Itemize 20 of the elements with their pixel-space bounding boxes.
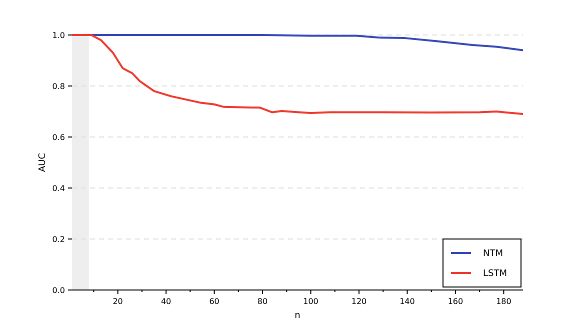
y-tick-label: 0.2 xyxy=(52,235,65,244)
x-tick-label: 40 xyxy=(160,297,172,306)
line-series xyxy=(71,34,524,116)
x-axis-title: n xyxy=(294,311,300,321)
y-tick-label: 0.6 xyxy=(52,133,65,142)
legend-label: NTM xyxy=(483,249,503,259)
legend-label: LSTM xyxy=(483,269,507,279)
x-tick-label: 180 xyxy=(496,297,512,306)
x-tick-label: 100 xyxy=(303,297,318,306)
y-tick-label: 0.8 xyxy=(52,82,65,91)
x-tick-label: 160 xyxy=(448,297,464,306)
x-tick-label: 20 xyxy=(112,297,123,306)
y-tick-label: 0.4 xyxy=(52,184,65,193)
y-tick-label: 1.0 xyxy=(52,31,65,40)
y-axis-title: AUC xyxy=(38,152,48,172)
x-tick-label: 80 xyxy=(257,297,268,306)
x-tick-label: 60 xyxy=(209,297,220,306)
x-tick-label: 120 xyxy=(351,297,367,306)
y-tick-label: 0.0 xyxy=(52,286,65,295)
x-tick-label: 140 xyxy=(400,297,415,306)
